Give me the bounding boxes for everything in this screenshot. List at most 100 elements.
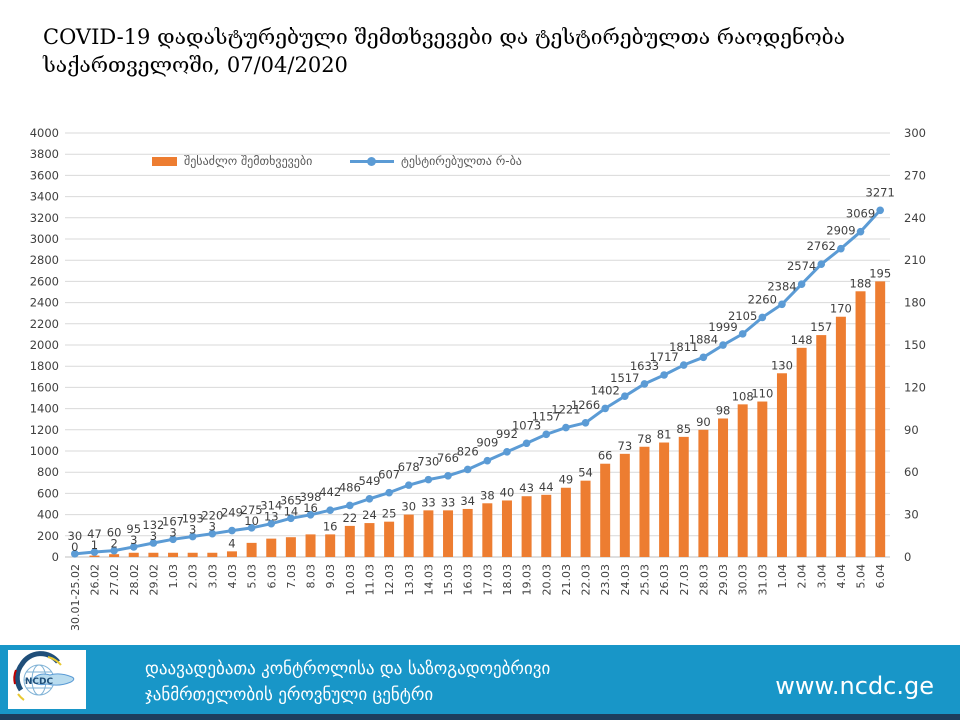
line-marker bbox=[208, 529, 217, 538]
line-label: 486 bbox=[339, 480, 361, 494]
bar-label: 22 bbox=[343, 511, 358, 525]
bar bbox=[855, 291, 866, 557]
line-marker bbox=[699, 353, 708, 362]
line-label: 549 bbox=[358, 474, 380, 488]
bar-label: 170 bbox=[830, 302, 852, 316]
line-label: 220 bbox=[201, 509, 223, 523]
x-tick-label: 4.04 bbox=[835, 564, 848, 589]
y-axis-label-left: 3400 bbox=[30, 190, 59, 204]
legend-label-cases: შესაძლო შემთხვევები bbox=[184, 154, 313, 168]
y-axis-label-left: 3000 bbox=[30, 232, 59, 246]
line-label: 398 bbox=[300, 490, 322, 504]
bar bbox=[639, 446, 650, 557]
x-tick-label: 15.03 bbox=[442, 564, 455, 596]
line-marker bbox=[385, 488, 393, 497]
bar bbox=[285, 537, 296, 557]
bar bbox=[560, 487, 571, 557]
x-tick-label: 23.03 bbox=[599, 564, 612, 596]
x-tick-label: 4.03 bbox=[226, 564, 239, 589]
bar bbox=[443, 510, 454, 557]
line-label: 442 bbox=[319, 485, 341, 499]
y-axis-label-left: 2400 bbox=[30, 296, 59, 310]
line-label: 992 bbox=[496, 427, 518, 441]
line-label: 95 bbox=[126, 522, 141, 536]
y-axis-label-right: 120 bbox=[904, 380, 926, 394]
line-marker bbox=[679, 361, 688, 369]
footer-org-line2: ჯანმრთელობის ეროვნული ცენტრი bbox=[145, 685, 434, 706]
bar-label: 3 bbox=[169, 525, 176, 539]
line-marker bbox=[346, 501, 354, 510]
line-label: 678 bbox=[398, 460, 420, 474]
y-axis-label-left: 600 bbox=[37, 486, 59, 500]
line-marker bbox=[738, 330, 747, 338]
line-label: 909 bbox=[476, 436, 498, 450]
line-marker bbox=[621, 392, 629, 400]
x-tick-label: 10.03 bbox=[344, 564, 357, 596]
bar bbox=[698, 429, 709, 557]
line-label: 3069 bbox=[846, 207, 875, 221]
bar-label: 130 bbox=[771, 358, 793, 372]
line-label: 730 bbox=[417, 455, 439, 469]
y-axis-label-right: 150 bbox=[904, 338, 926, 352]
y-axis-label-right: 180 bbox=[904, 296, 926, 310]
y-axis-label-right: 210 bbox=[904, 253, 926, 267]
bar-label: 188 bbox=[850, 276, 872, 290]
x-tick-label: 20.03 bbox=[540, 564, 553, 596]
line-marker bbox=[817, 260, 826, 269]
line-marker bbox=[483, 456, 492, 465]
ncdc-logo-text: NCDC bbox=[25, 677, 54, 687]
line-label: 1884 bbox=[689, 332, 718, 346]
x-tick-label: 18.03 bbox=[501, 564, 514, 596]
bar bbox=[423, 510, 434, 557]
line-marker bbox=[424, 475, 433, 484]
bar-label: 44 bbox=[539, 480, 554, 494]
x-tick-label: 12.03 bbox=[383, 564, 396, 596]
x-tick-label: 1.04 bbox=[776, 564, 789, 589]
line-label: 47 bbox=[87, 527, 102, 541]
bar-label: 54 bbox=[578, 466, 593, 480]
legend-label-tested: ტესტირებულთა რ-ბა bbox=[401, 154, 522, 168]
bar-label: 49 bbox=[559, 473, 574, 487]
x-tick-label: 28.02 bbox=[128, 564, 141, 596]
bar-label: 16 bbox=[303, 501, 318, 515]
bar bbox=[148, 552, 159, 557]
bar bbox=[757, 401, 768, 557]
line-marker bbox=[169, 535, 177, 544]
x-tick-label: 3.04 bbox=[815, 564, 828, 589]
line-label: 607 bbox=[378, 468, 400, 482]
x-tick-label: 2.03 bbox=[187, 564, 200, 589]
x-tick-label: 9.03 bbox=[324, 564, 337, 589]
line-label: 1266 bbox=[571, 398, 600, 412]
y-axis-label-left: 2800 bbox=[30, 253, 59, 267]
bar-label: 3 bbox=[189, 523, 196, 537]
y-axis-label-left: 2200 bbox=[30, 317, 59, 331]
bar bbox=[325, 534, 336, 557]
bar bbox=[266, 538, 277, 557]
line-label: 2105 bbox=[728, 309, 757, 323]
line-label: 1999 bbox=[708, 320, 737, 334]
line-label: 1717 bbox=[649, 350, 678, 364]
y-axis-label-left: 1600 bbox=[30, 380, 59, 394]
bar-label: 4 bbox=[228, 536, 235, 550]
line-marker-swatch bbox=[367, 156, 376, 166]
bar-label: 24 bbox=[362, 508, 377, 522]
x-tick-label: 27.03 bbox=[678, 564, 691, 596]
y-axis-label-left: 1000 bbox=[30, 444, 59, 458]
line-series-swatch bbox=[350, 156, 394, 166]
bar bbox=[580, 480, 591, 557]
bar-label: 66 bbox=[598, 449, 613, 463]
bar bbox=[403, 514, 414, 557]
line-marker bbox=[228, 526, 236, 535]
line-marker bbox=[267, 519, 276, 528]
y-axis-label-left: 3200 bbox=[30, 211, 59, 225]
chart-title-line1: COVID-19 დადასტურებული შემთხვევები და ტე… bbox=[43, 25, 846, 49]
line-marker bbox=[444, 472, 452, 480]
x-tick-label: 28.03 bbox=[697, 564, 710, 596]
x-tick-label: 14.03 bbox=[422, 564, 435, 596]
bar bbox=[89, 555, 100, 557]
bar-label: 73 bbox=[618, 439, 633, 453]
chart-title-line2: საქართველოში, 07/04/2020 bbox=[43, 52, 348, 77]
x-tick-label: 29.02 bbox=[147, 564, 160, 596]
bar-label: 40 bbox=[500, 485, 515, 499]
bar-label: 108 bbox=[732, 389, 754, 403]
